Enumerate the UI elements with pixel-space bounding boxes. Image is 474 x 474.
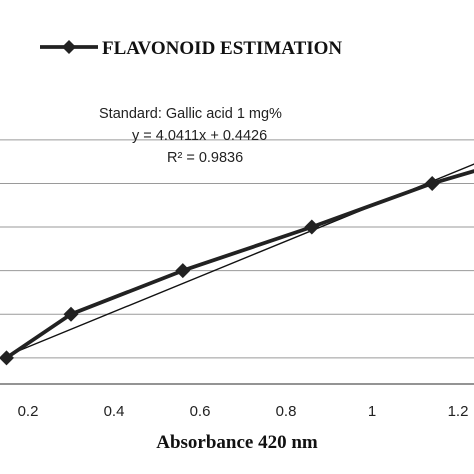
data-point-3 <box>304 219 320 235</box>
x-tick-label-1: 0.4 <box>104 403 125 420</box>
data-point-0 <box>0 350 14 366</box>
x-axis-label: Absorbance 420 nm <box>156 432 318 453</box>
x-tick-label-3: 0.8 <box>276 403 297 420</box>
data-markers <box>0 175 440 366</box>
legend-marker <box>62 40 76 54</box>
data-point-1 <box>63 306 79 322</box>
x-tick-label-0: 0.2 <box>18 403 39 420</box>
legend: FLAVONOID ESTIMATION <box>40 38 342 59</box>
series-line <box>5 169 474 360</box>
equation-annotation: Standard: Gallic acid 1 mg% y = 4.0411x … <box>99 106 282 166</box>
trendline <box>6 163 474 357</box>
data-point-2 <box>175 263 191 279</box>
annotation-r-squared: R² = 0.9836 <box>167 150 243 166</box>
legend-label: FLAVONOID ESTIMATION <box>102 38 342 59</box>
data-point-4 <box>424 175 440 191</box>
x-tick-label-4: 1 <box>368 403 376 420</box>
annotation-equation: y = 4.0411x + 0.4426 <box>132 128 267 144</box>
x-tick-label-5: 1.2 <box>448 403 469 420</box>
gridlines <box>0 139 474 359</box>
x-tick-label-2: 0.6 <box>190 403 211 420</box>
annotation-standard: Standard: Gallic acid 1 mg% <box>99 106 282 122</box>
x-tick-labels: 0.2 0.4 0.6 0.8 1 1.2 <box>18 403 469 420</box>
